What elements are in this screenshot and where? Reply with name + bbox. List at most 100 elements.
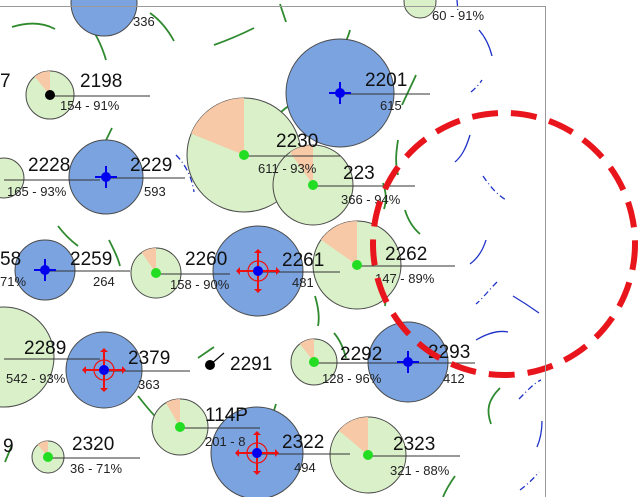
producer-dot-icon	[239, 150, 249, 160]
well-id-label: 9	[3, 436, 14, 457]
well-rate-label: 593	[144, 184, 166, 199]
producer-dot-icon	[151, 268, 161, 278]
well-id-label: 2291	[230, 354, 272, 375]
highlight-dashed-circle	[370, 110, 638, 378]
well-label: 2198 154 - 91%	[60, 71, 122, 113]
injector-dot-icon	[40, 265, 50, 275]
blue-contour-line	[518, 379, 542, 400]
well-rate-label: 615	[380, 98, 402, 113]
labels-layer: 336 60 - 91% 7 2198 154 - 91% 2201 615 2230 611 …	[0, 8, 484, 478]
well-marker	[397, 351, 419, 373]
blue-contour-line	[456, 0, 459, 13]
injector-dot-icon	[252, 448, 262, 458]
well-bubble	[0, 157, 25, 199]
injector-dot-icon	[403, 357, 413, 367]
well-id-label: 2322	[282, 432, 324, 453]
arrowhead-icon	[254, 289, 262, 293]
well-id-label: 2259	[70, 249, 112, 270]
map-right-border	[545, 6, 546, 497]
well-rate-label: 611 - 93%	[258, 161, 317, 176]
well-id-label: 2261	[282, 250, 324, 271]
well-rate-label: 366 - 94%	[341, 192, 401, 207]
blue-contour-line	[478, 29, 493, 57]
well-label: 2260 158 - 90%	[170, 249, 230, 292]
producer-dot-icon	[309, 357, 319, 367]
blue-contour-line	[475, 330, 509, 341]
well-label: 114P 201 - 8	[205, 405, 248, 449]
arrowhead-icon	[235, 449, 239, 457]
well-marker	[352, 260, 362, 270]
well-rate-label: 128 - 96%	[322, 371, 382, 386]
well-marker	[175, 422, 185, 432]
well-rate-label: 201 - 8	[205, 434, 245, 449]
well-label: 7	[0, 71, 11, 92]
well-id-label: 2292	[340, 344, 382, 365]
well-marker	[363, 450, 373, 460]
well-id-label: 2228	[28, 155, 70, 176]
green-contour-line	[213, 27, 255, 46]
oil-fraction-wedge	[320, 221, 357, 265]
well-label: 9	[3, 436, 14, 457]
well-bubble	[0, 306, 55, 408]
green-contour-line	[333, 332, 347, 359]
arrowhead-icon	[253, 471, 261, 475]
producer-dot-icon	[352, 260, 362, 270]
arrowhead-icon	[254, 249, 262, 253]
well-rate-label: 494	[294, 460, 316, 475]
map-top-border	[0, 6, 545, 7]
injector-dot-icon	[99, 365, 109, 375]
arrowhead-icon	[276, 267, 280, 275]
well-bubble	[70, 0, 138, 37]
well-label: 2291	[230, 354, 272, 375]
green-contour-line	[442, 475, 456, 497]
well-rate-label: 542 - 93%	[6, 371, 66, 386]
oil-fraction-wedge	[299, 339, 314, 362]
green-contour-line	[149, 12, 175, 42]
well-id-label: 2201	[365, 70, 407, 91]
well-label: 2320 36 - 71%	[70, 434, 122, 476]
well-label: 2229 593	[130, 155, 172, 199]
well-rate-label: 481	[292, 275, 314, 290]
well-rate-label: 36 - 71%	[70, 461, 122, 476]
well-rate-label: 363	[138, 377, 160, 392]
arrowhead-icon	[82, 366, 86, 374]
blue-contour-line	[475, 281, 498, 305]
well-label: 2228 165 - 93%	[7, 155, 70, 199]
well-rate-label: 321 - 88%	[390, 463, 450, 478]
blue-contour-line	[512, 295, 540, 314]
green-contour-line	[57, 225, 79, 247]
well-marker	[309, 357, 319, 367]
blue-contour-line	[469, 239, 487, 265]
well-marker	[205, 352, 225, 370]
well-marker	[308, 180, 318, 190]
well-label: 2379 363	[128, 348, 170, 392]
producer-dot-icon	[363, 450, 373, 460]
green-contour-line	[11, 22, 56, 30]
blue-contour-line	[536, 420, 543, 448]
green-contour-line	[314, 295, 320, 327]
well-marker	[82, 348, 126, 392]
arrowhead-icon	[253, 431, 261, 435]
well-id-label: 2289	[24, 338, 66, 359]
injector-dot-icon	[335, 88, 345, 98]
well-marker	[239, 150, 249, 160]
well-label: 2289 542 - 93%	[6, 338, 66, 386]
blue-contour-line	[482, 175, 507, 201]
well-label: 223 366 - 94%	[341, 163, 401, 207]
oil-fraction-wedge	[34, 71, 50, 95]
green-contour-line	[487, 387, 501, 425]
well-marker	[34, 259, 56, 281]
well-label: 2262 147 - 89%	[375, 244, 435, 286]
arrowhead-icon	[100, 348, 108, 352]
blue-contour-line	[470, 79, 483, 93]
well-bubble	[403, 0, 437, 19]
arrowhead-icon	[122, 366, 126, 374]
markers-layer	[34, 82, 419, 475]
green-contour-line	[404, 209, 421, 235]
well-marker	[236, 249, 280, 293]
well-marker	[95, 166, 117, 188]
well-rate-label: 154 - 91%	[60, 98, 120, 113]
oil-fraction-wedge	[338, 417, 368, 455]
